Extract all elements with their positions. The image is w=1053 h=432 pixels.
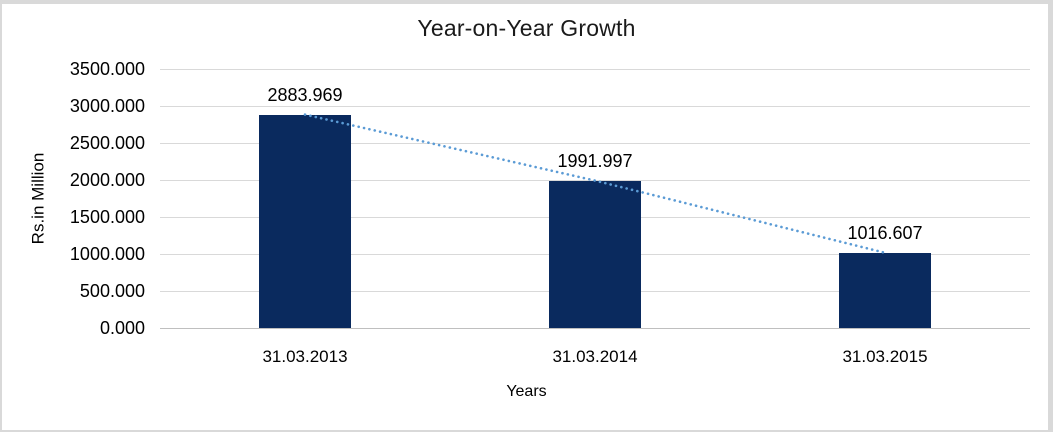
- x-tick-label: 31.03.2015: [842, 347, 928, 366]
- bar-data-label: 1016.607: [847, 222, 923, 243]
- gridline: [160, 106, 1030, 107]
- x-tick-label: 31.03.2014: [552, 347, 638, 366]
- y-tick-label: 3000.000: [69, 96, 145, 116]
- y-tick-label: 2500.000: [69, 133, 145, 153]
- bar-data-label: 2883.969: [267, 84, 343, 105]
- bar: [839, 252, 931, 328]
- y-tick-label: 1000.000: [69, 244, 145, 264]
- y-tick-label: 500.000: [79, 281, 145, 301]
- bar: [259, 114, 351, 328]
- gridline: [160, 69, 1030, 70]
- x-tick-label: 31.03.2013: [262, 347, 348, 366]
- y-tick-label: 0.000: [99, 318, 145, 338]
- bar: [549, 180, 641, 328]
- x-axis-title: Years: [506, 383, 547, 400]
- y-tick-label: 1500.000: [69, 207, 145, 227]
- chart-title: Year-on-Year Growth: [417, 15, 636, 41]
- x-axis-line: [160, 328, 1030, 329]
- y-tick-label: 3500.000: [69, 59, 145, 79]
- y-tick-label: 2000.000: [69, 170, 145, 190]
- bar-data-label: 1991.997: [557, 150, 633, 171]
